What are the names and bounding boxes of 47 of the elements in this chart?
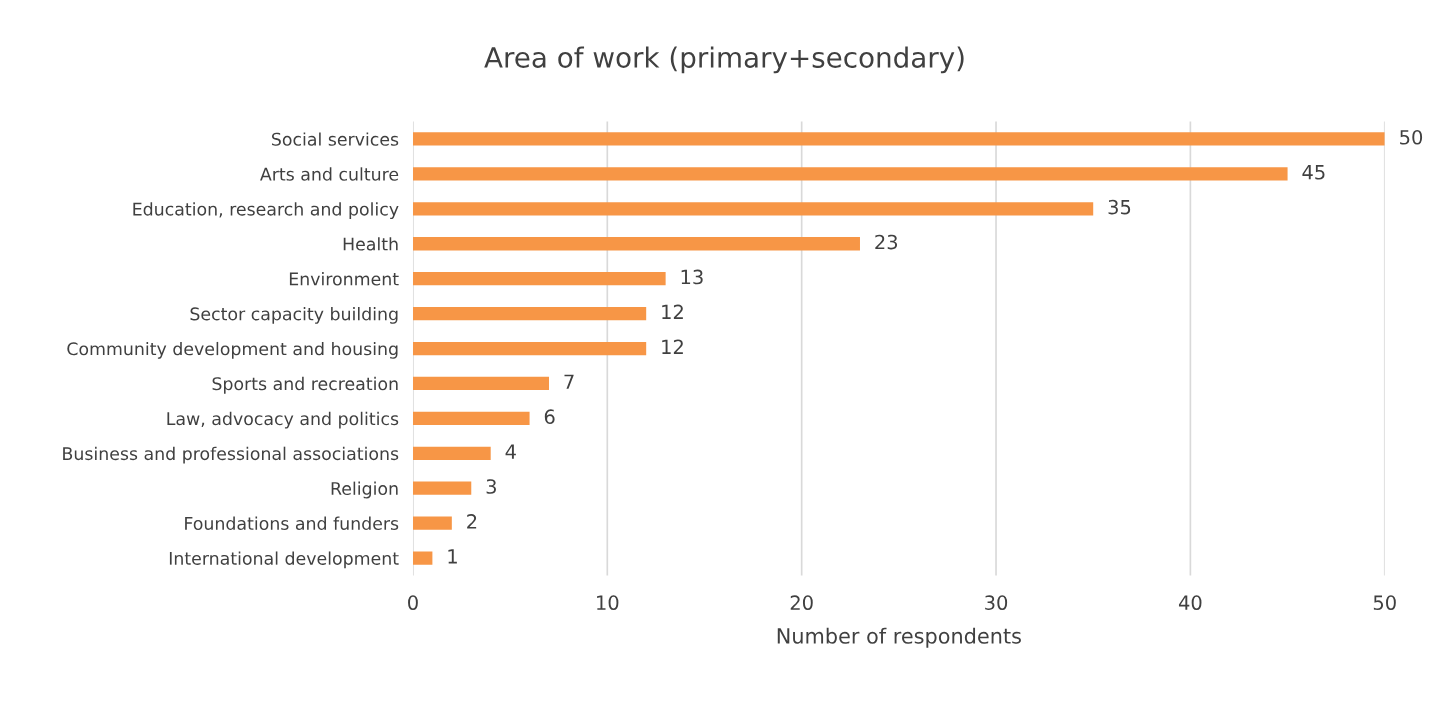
- bar: [412, 481, 472, 495]
- y-tick-label: Health: [343, 237, 398, 251]
- x-tick-label: 50: [1373, 595, 1396, 611]
- y-tick-label: Community development and housing: [67, 341, 398, 359]
- bar: [412, 132, 1385, 146]
- bar: [412, 237, 860, 251]
- bar: [412, 272, 666, 286]
- y-tick-label: Sector capacity building: [190, 307, 398, 324]
- y-tick-label: Religion: [331, 481, 398, 499]
- y-tick-label: Business and professional associations: [63, 446, 399, 464]
- data-label: 6: [544, 409, 555, 424]
- data-label: 4: [505, 444, 516, 459]
- x-axis-title: Number of respondents: [777, 627, 1021, 648]
- data-label: 12: [662, 339, 683, 354]
- x-tick-label: 30: [985, 595, 1008, 611]
- data-label: 45: [1302, 165, 1325, 180]
- data-label: 7: [564, 374, 574, 389]
- y-tick-label: International development: [169, 551, 399, 569]
- y-tick-label: Sports and recreation: [212, 376, 398, 394]
- data-label: 12: [662, 304, 683, 319]
- bar: [412, 446, 491, 460]
- data-label: 35: [1108, 199, 1131, 215]
- bar: [412, 551, 433, 565]
- bar: [412, 167, 1288, 181]
- bar: [412, 306, 647, 321]
- y-tick-label: Environment: [289, 272, 399, 286]
- bar: [412, 341, 647, 356]
- bar: [412, 411, 530, 425]
- data-label: 23: [875, 234, 898, 250]
- data-label: 3: [486, 479, 496, 494]
- y-tick-label: Foundations and funders: [185, 516, 399, 530]
- data-label: 2: [467, 514, 477, 529]
- y-tick-label: Social services: [271, 132, 399, 146]
- data-label: 50: [1400, 129, 1423, 145]
- y-tick-label: Law, advocacy and politics: [167, 411, 399, 429]
- data-label: 1: [448, 549, 457, 564]
- chart-title: Area of work (primary+secondary): [484, 46, 964, 74]
- y-tick-label: Education, research and policy: [133, 202, 399, 220]
- data-label: 13: [681, 269, 703, 285]
- bar: [412, 202, 1094, 216]
- x-tick-label: 0: [408, 595, 418, 611]
- bar: [412, 516, 452, 530]
- x-tick-label: 10: [597, 595, 619, 611]
- x-tick-label: 40: [1178, 595, 1202, 611]
- bar: [412, 376, 550, 391]
- y-tick-label: Arts and culture: [260, 167, 399, 181]
- x-tick-label: 20: [790, 595, 813, 611]
